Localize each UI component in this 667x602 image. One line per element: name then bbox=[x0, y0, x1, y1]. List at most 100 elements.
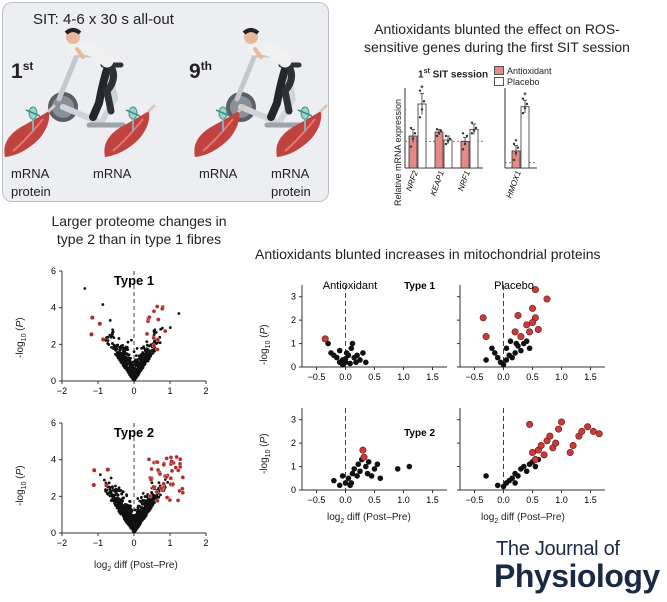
significant-point bbox=[155, 467, 161, 473]
volcano-point bbox=[106, 492, 110, 496]
x-tick-label: 0 bbox=[131, 386, 136, 396]
volcano-point bbox=[128, 359, 132, 363]
plot-subtitle: Type 1 bbox=[404, 281, 435, 292]
volcano-point bbox=[500, 361, 507, 368]
volcano-point bbox=[155, 341, 159, 345]
volcano-point bbox=[125, 345, 129, 349]
volcano-point bbox=[345, 475, 352, 482]
session-9-post-labels: mRNA protein bbox=[271, 166, 311, 199]
volcano-point bbox=[363, 463, 369, 470]
protocol-panel: SIT: 4-6 x 30 s all-out 1st 9th bbox=[2, 2, 329, 202]
volcano-point bbox=[507, 338, 514, 345]
proteome-ylabel-type2: -log10 (P) bbox=[15, 465, 28, 506]
volcano-point bbox=[108, 487, 112, 491]
volcano-point bbox=[108, 333, 112, 337]
volcano-point bbox=[112, 488, 115, 492]
volcano-point bbox=[159, 493, 162, 497]
volcano-point bbox=[106, 339, 110, 342]
volcano-point bbox=[132, 377, 136, 381]
volcano-point bbox=[150, 490, 153, 494]
volcano-point bbox=[102, 478, 106, 482]
volcano-point bbox=[137, 357, 141, 361]
significant-point bbox=[155, 460, 160, 465]
data-point bbox=[444, 134, 448, 138]
volcano-point bbox=[364, 470, 371, 477]
bar-antioxidant-keap1 bbox=[434, 131, 444, 169]
volcano-point bbox=[130, 525, 134, 528]
volcano-point bbox=[136, 505, 140, 509]
x-tick-label: 0.5 bbox=[368, 372, 381, 382]
significant-point bbox=[164, 474, 169, 480]
significant-point bbox=[169, 468, 175, 473]
volcano-point bbox=[518, 347, 524, 354]
data-point bbox=[448, 137, 452, 140]
x-tick-label: −0.5 bbox=[466, 372, 484, 382]
significant-point bbox=[89, 332, 94, 337]
volcano-point bbox=[137, 512, 141, 515]
volcano-type1: 0 2 4 6 −2 −1 0 1 2 Type 1 bbox=[51, 266, 209, 396]
volcano-point bbox=[144, 360, 148, 363]
volcano-point bbox=[133, 524, 136, 527]
volcano-point bbox=[515, 473, 521, 479]
legend-swatch-placebo bbox=[494, 77, 504, 86]
significance-star: * bbox=[420, 83, 424, 93]
volcano-point bbox=[136, 374, 140, 377]
volcano-point bbox=[141, 355, 144, 359]
mito-placebo-type1: −0.5 0.0 0.5 1.0 1.5 Placebo bbox=[457, 280, 605, 382]
volcano-point bbox=[145, 351, 148, 355]
x-tick-label: −0.5 bbox=[308, 495, 326, 505]
volcano-point bbox=[131, 529, 135, 533]
significant-point bbox=[174, 454, 179, 460]
data-point bbox=[514, 139, 518, 142]
volcano-point bbox=[116, 493, 120, 497]
volcano-point bbox=[123, 362, 126, 366]
volcano-point bbox=[125, 507, 128, 511]
volcano-point bbox=[118, 505, 121, 509]
volcano-point bbox=[143, 510, 146, 514]
significant-point bbox=[479, 314, 487, 322]
volcano-point bbox=[133, 508, 137, 512]
volcano-point bbox=[157, 481, 161, 485]
data-point bbox=[521, 111, 525, 115]
volcano-point bbox=[135, 364, 138, 367]
significant-point bbox=[161, 481, 166, 487]
proteome-ylabel-type1: -log10 (P) bbox=[15, 317, 28, 358]
x-tick-label: 1 bbox=[167, 538, 172, 548]
volcano-point bbox=[125, 515, 129, 518]
x-tick-label: −0.5 bbox=[466, 495, 484, 505]
volcano-point bbox=[144, 356, 148, 360]
significant-point bbox=[168, 455, 174, 460]
volcano-point bbox=[503, 345, 510, 352]
x-tick-label: −2 bbox=[57, 386, 67, 396]
volcano-point bbox=[128, 500, 132, 503]
significant-point bbox=[168, 476, 173, 481]
data-point bbox=[470, 121, 474, 124]
volcano-point bbox=[111, 342, 114, 345]
x-tick-label: 1.0 bbox=[555, 372, 568, 382]
mrna-panel-heading: Antioxidants blunted the effect on ROS-s… bbox=[364, 21, 630, 55]
data-point bbox=[446, 140, 450, 143]
data-point bbox=[525, 102, 529, 106]
x-tick-label: 1.5 bbox=[584, 495, 597, 505]
x-tick-label: 0.5 bbox=[368, 495, 381, 505]
volcano-point bbox=[114, 348, 118, 352]
x-tick-label: −2 bbox=[57, 538, 67, 548]
x-tick-label: 0.0 bbox=[339, 372, 352, 382]
volcano-point bbox=[130, 361, 133, 365]
data-point bbox=[435, 134, 439, 138]
mito-antioxidant-type2: 0 1 2 3 −0.5 0.0 0.5 1.0 1.5 Type 2 bbox=[291, 408, 447, 505]
volcano-point bbox=[122, 350, 126, 354]
significant-point bbox=[91, 482, 96, 487]
y-tick-label: 0 bbox=[291, 362, 296, 372]
volcano-point bbox=[123, 517, 126, 521]
volcano-point bbox=[129, 365, 133, 369]
x-tick-label: 0.5 bbox=[526, 495, 539, 505]
volcano-point bbox=[489, 345, 495, 352]
significant-point bbox=[566, 449, 574, 457]
volcano-point bbox=[151, 348, 155, 352]
bar-placebo-nrf1 bbox=[469, 128, 479, 169]
volcano-point bbox=[146, 356, 150, 360]
volcano-point bbox=[158, 341, 162, 345]
plot-subtitle: Type 2 bbox=[404, 428, 435, 439]
volcano-point bbox=[368, 473, 375, 479]
